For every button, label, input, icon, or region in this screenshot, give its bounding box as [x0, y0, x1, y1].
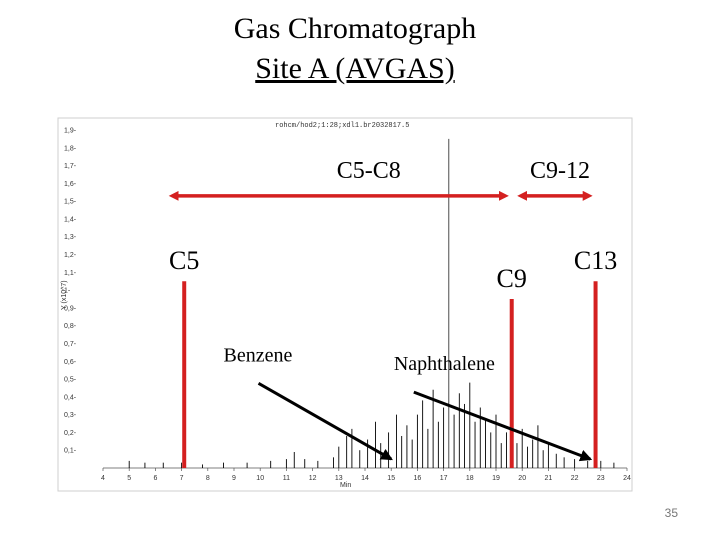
y-tick-label: 1,6-	[64, 181, 77, 188]
x-tick-label: 11	[283, 475, 290, 482]
compound-arrow	[257, 381, 393, 461]
x-tick-label: 14	[361, 475, 369, 482]
x-tick-label: 15	[387, 475, 395, 482]
y-tick-label: 1,2-	[64, 252, 77, 259]
x-tick-label: 18	[466, 475, 474, 482]
x-tick-label: 24	[623, 475, 631, 482]
y-tick-label: 1-	[64, 288, 71, 295]
y-tick-label: 0,2-	[64, 430, 77, 437]
y-tick-label: 0,5-	[64, 377, 77, 384]
x-tick-label: 12	[309, 475, 317, 482]
plot-frame	[57, 117, 633, 492]
carbon-marker-label: C13	[574, 246, 617, 275]
x-tick-label: 17	[440, 475, 448, 482]
y-axis-label: Y (x10^7)	[61, 280, 68, 310]
y-tick-label: 1,3-	[64, 234, 77, 241]
y-tick-label: 0,8-	[64, 323, 77, 330]
slide-title: Gas Chromatograph	[233, 12, 477, 45]
carbon-marker-label: C5	[169, 246, 199, 275]
x-tick-label: 16	[414, 475, 422, 482]
x-tick-label: 4	[101, 475, 105, 482]
y-tick-label: 1,4-	[64, 216, 77, 223]
x-tick-label: 21	[545, 475, 553, 482]
y-tick-label: 0,4-	[64, 394, 77, 401]
slide-subtitle: Site A (AVGAS)	[255, 52, 455, 85]
x-tick-label: 8	[206, 475, 210, 482]
x-tick-label: 7	[180, 475, 184, 482]
y-tick-label: 0,7-	[64, 341, 77, 348]
chart-header-text: rohcm/hod2;1:28;xdl1.br2032817.5	[275, 122, 409, 130]
compound-arrow	[413, 390, 593, 462]
compound-label: Naphthalene	[394, 353, 495, 375]
x-tick-label: 9	[232, 475, 236, 482]
x-tick-label: 13	[335, 475, 343, 482]
carbon-marker-label: C9	[497, 264, 527, 293]
x-tick-label: 10	[256, 475, 264, 482]
x-tick-label: 22	[571, 475, 579, 482]
y-tick-label: 0,1-	[64, 448, 77, 455]
y-tick-label: 0,6-	[64, 359, 77, 366]
carbon-range-label: C9-12	[530, 158, 590, 184]
y-tick-label: 1,8-	[64, 145, 77, 152]
x-tick-label: 20	[518, 475, 526, 482]
x-tick-label: 6	[153, 475, 157, 482]
x-tick-label: 5	[127, 475, 131, 482]
compound-label: Benzene	[224, 344, 293, 366]
x-tick-label: 23	[597, 475, 605, 482]
page-number: 35	[664, 506, 678, 520]
y-tick-label: 1,5-	[64, 199, 77, 206]
y-tick-label: 0,3-	[64, 412, 77, 419]
y-tick-label: 1,9-	[64, 128, 77, 135]
x-axis-label: Min	[340, 482, 351, 489]
y-tick-label: 1,7-	[64, 163, 77, 170]
y-tick-label: 0,9-	[64, 305, 77, 312]
x-tick-label: 19	[492, 475, 500, 482]
carbon-range-label: C5-C8	[337, 158, 401, 184]
y-tick-label: 1,1-	[64, 270, 77, 277]
